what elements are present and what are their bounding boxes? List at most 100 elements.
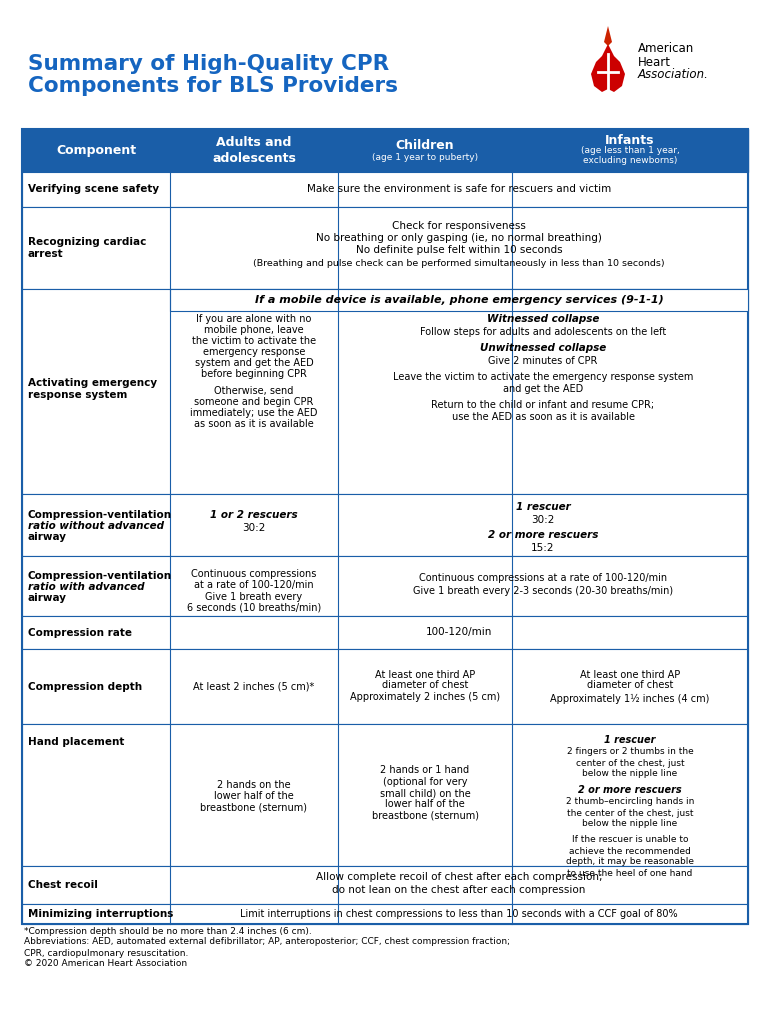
Text: the center of the chest, just: the center of the chest, just xyxy=(567,809,693,817)
Text: as soon as it is available: as soon as it is available xyxy=(194,419,314,429)
Text: Limit interruptions in chest compressions to less than 10 seconds with a CCF goa: Limit interruptions in chest compression… xyxy=(240,909,678,919)
Text: 2 hands on the: 2 hands on the xyxy=(217,780,291,790)
Text: ratio without advanced: ratio without advanced xyxy=(28,521,164,531)
Text: If the rescuer is unable to: If the rescuer is unable to xyxy=(572,836,688,845)
Text: diameter of chest: diameter of chest xyxy=(587,681,673,690)
Text: (age less than 1 year,: (age less than 1 year, xyxy=(581,146,679,155)
Bar xyxy=(22,904,748,924)
Text: use the AED as soon as it is available: use the AED as soon as it is available xyxy=(451,412,634,422)
Text: breastbone (sternum): breastbone (sternum) xyxy=(200,802,307,812)
Polygon shape xyxy=(591,44,625,92)
Bar xyxy=(170,289,748,311)
Text: airway: airway xyxy=(28,593,67,603)
Text: Components for BLS Providers: Components for BLS Providers xyxy=(28,76,398,96)
Text: excluding newborns): excluding newborns) xyxy=(583,156,677,165)
Text: Otherwise, send: Otherwise, send xyxy=(214,386,293,396)
Text: 1 rescuer: 1 rescuer xyxy=(604,735,656,745)
Text: 100-120/min: 100-120/min xyxy=(426,628,492,638)
Text: arrest: arrest xyxy=(28,249,64,259)
Text: If a mobile device is available, phone emergency services (9-1-1): If a mobile device is available, phone e… xyxy=(255,295,664,305)
Text: At least 2 inches (5 cm)*: At least 2 inches (5 cm)* xyxy=(193,682,315,691)
Text: CPR, cardiopulmonary resuscitation.: CPR, cardiopulmonary resuscitation. xyxy=(24,948,189,957)
Text: 2 or more rescuers: 2 or more rescuers xyxy=(488,530,598,540)
Text: depth, it may be reasonable: depth, it may be reasonable xyxy=(566,857,694,866)
Bar xyxy=(22,207,748,289)
Text: If you are alone with no: If you are alone with no xyxy=(196,314,312,324)
Text: 1 or 2 rescuers: 1 or 2 rescuers xyxy=(210,510,298,520)
Text: Activating emergency: Activating emergency xyxy=(28,379,157,388)
Bar xyxy=(22,616,748,649)
Text: Compression rate: Compression rate xyxy=(28,628,132,638)
Text: Give 1 breath every: Give 1 breath every xyxy=(206,592,303,602)
Text: (Breathing and pulse check can be performed simultaneously in less than 10 secon: (Breathing and pulse check can be perfor… xyxy=(253,258,665,267)
Text: Follow steps for adults and adolescents on the left: Follow steps for adults and adolescents … xyxy=(420,327,666,337)
Text: Component: Component xyxy=(56,144,136,157)
Text: response system: response system xyxy=(28,390,127,400)
Text: 6 seconds (10 breaths/min): 6 seconds (10 breaths/min) xyxy=(187,603,321,613)
Text: 30:2: 30:2 xyxy=(243,523,266,534)
Text: achieve the recommended: achieve the recommended xyxy=(569,847,691,855)
Text: *Compression depth should be no more than 2.4 inches (6 cm).: *Compression depth should be no more tha… xyxy=(24,927,312,936)
Text: breastbone (sternum): breastbone (sternum) xyxy=(371,810,478,820)
Bar xyxy=(22,494,748,556)
Text: (age 1 year to puberty): (age 1 year to puberty) xyxy=(372,153,478,162)
Text: diameter of chest: diameter of chest xyxy=(382,681,468,690)
Text: Abbreviations: AED, automated external defibrillator; AP, anteroposterior; CCF, : Abbreviations: AED, automated external d… xyxy=(24,938,510,946)
Text: Witnessed collapse: Witnessed collapse xyxy=(487,314,599,324)
Text: before beginning CPR: before beginning CPR xyxy=(201,369,307,379)
Text: Chest recoil: Chest recoil xyxy=(28,880,98,890)
Text: ratio with advanced: ratio with advanced xyxy=(28,582,145,592)
Text: 2 thumb–encircling hands in: 2 thumb–encircling hands in xyxy=(566,798,695,807)
Bar xyxy=(22,289,748,494)
Text: Return to the child or infant and resume CPR;: Return to the child or infant and resume… xyxy=(431,400,654,410)
Text: Association.: Association. xyxy=(638,69,709,82)
Text: Adults and
adolescents: Adults and adolescents xyxy=(212,135,296,166)
Text: do not lean on the chest after each compression: do not lean on the chest after each comp… xyxy=(333,885,586,895)
Text: 15:2: 15:2 xyxy=(531,543,554,553)
Bar xyxy=(22,172,748,207)
Text: small child) on the: small child) on the xyxy=(380,788,470,798)
Text: Summary of High-Quality CPR: Summary of High-Quality CPR xyxy=(28,54,389,74)
Text: emergency response: emergency response xyxy=(203,347,305,357)
Text: system and get the AED: system and get the AED xyxy=(195,358,313,368)
Text: Give 1 breath every 2-3 seconds (20-30 breaths/min): Give 1 breath every 2-3 seconds (20-30 b… xyxy=(413,586,673,596)
Text: 2 hands or 1 hand: 2 hands or 1 hand xyxy=(380,765,470,775)
Bar xyxy=(22,129,748,172)
Bar xyxy=(22,649,748,724)
Text: airway: airway xyxy=(28,532,67,542)
Text: Compression-ventilation: Compression-ventilation xyxy=(28,510,172,520)
Text: Continuous compressions at a rate of 100-120/min: Continuous compressions at a rate of 100… xyxy=(419,573,667,583)
Text: below the nipple line: below the nipple line xyxy=(582,769,678,778)
Text: Leave the victim to activate the emergency response system: Leave the victim to activate the emergen… xyxy=(393,372,693,382)
Bar xyxy=(22,129,748,924)
Text: Give 2 minutes of CPR: Give 2 minutes of CPR xyxy=(488,356,598,366)
Text: 1 rescuer: 1 rescuer xyxy=(516,502,571,512)
Text: center of the chest, just: center of the chest, just xyxy=(576,759,685,768)
Text: below the nipple line: below the nipple line xyxy=(582,819,678,828)
Bar xyxy=(22,866,748,904)
Text: American: American xyxy=(638,43,695,55)
Bar xyxy=(22,556,748,616)
Text: Approximately 1½ inches (4 cm): Approximately 1½ inches (4 cm) xyxy=(551,693,710,703)
Text: Recognizing cardiac: Recognizing cardiac xyxy=(28,237,146,247)
Text: Verifying scene safety: Verifying scene safety xyxy=(28,184,159,195)
Text: the victim to activate the: the victim to activate the xyxy=(192,336,316,346)
Text: © 2020 American Heart Association: © 2020 American Heart Association xyxy=(24,959,187,969)
Text: At least one third AP: At least one third AP xyxy=(375,670,475,680)
Text: and get the AED: and get the AED xyxy=(503,384,583,394)
Text: Continuous compressions: Continuous compressions xyxy=(191,569,316,579)
Text: No breathing or only gasping (ie, no normal breathing): No breathing or only gasping (ie, no nor… xyxy=(316,233,602,243)
Text: at a rate of 100-120/min: at a rate of 100-120/min xyxy=(194,580,314,590)
Text: Minimizing interruptions: Minimizing interruptions xyxy=(28,909,173,919)
Text: Compression depth: Compression depth xyxy=(28,682,142,691)
Text: At least one third AP: At least one third AP xyxy=(580,670,680,680)
Text: mobile phone, leave: mobile phone, leave xyxy=(204,325,304,335)
Text: Infants: Infants xyxy=(605,134,654,147)
Text: Children: Children xyxy=(396,139,454,152)
Text: immediately; use the AED: immediately; use the AED xyxy=(190,408,318,418)
Text: someone and begin CPR: someone and begin CPR xyxy=(194,397,313,407)
Text: Check for responsiveness: Check for responsiveness xyxy=(392,221,526,231)
Text: lower half of the: lower half of the xyxy=(214,791,294,801)
Text: Hand placement: Hand placement xyxy=(28,737,125,746)
Text: (optional for very: (optional for very xyxy=(383,777,467,787)
